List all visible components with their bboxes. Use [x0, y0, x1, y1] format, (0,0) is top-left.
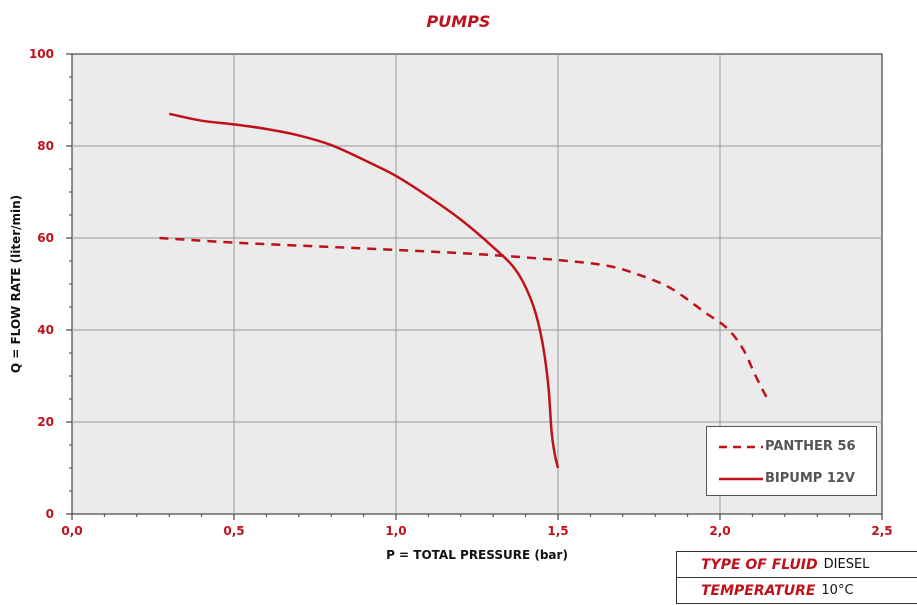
x-axis-label: P = TOTAL PRESSURE (bar): [386, 548, 568, 562]
info-key-temperature: TEMPERATURE: [701, 582, 816, 599]
y-tick-label: 60: [37, 231, 54, 245]
x-tick-label: 1,0: [385, 524, 406, 538]
x-tick-label: 0,5: [223, 524, 244, 538]
legend-item-bipump-12v: BIPUMP 12V: [707, 467, 876, 491]
legend-label-bipump-12v: BIPUMP 12V: [765, 471, 855, 486]
y-axis-label: Q = FLOW RATE (liter/min): [9, 194, 23, 374]
legend-dashed-line-icon: [719, 445, 763, 449]
ticks-layer: 0,0 0,5 1,0 1,5 2,0 2,5 0 20 40 60 80 100: [29, 47, 893, 538]
legend-label-panther-56: PANTHER 56: [765, 439, 856, 454]
y-tick-label: 100: [29, 47, 54, 61]
info-key-fluid: TYPE OF FLUID: [701, 556, 818, 573]
legend: PANTHER 56 BIPUMP 12V: [706, 426, 877, 496]
info-row-fluid: TYPE OF FLUID DIESEL: [677, 552, 917, 578]
y-tick-label: 0: [46, 507, 54, 521]
legend-item-panther-56: PANTHER 56: [707, 435, 876, 459]
series-line-bipump-12v: [168, 112, 560, 469]
x-tick-label: 1,5: [547, 524, 568, 538]
chart-title: PUMPS: [426, 12, 491, 31]
series-layer: [159, 112, 770, 469]
info-value-fluid: DIESEL: [823, 557, 870, 572]
y-tick-label: 80: [37, 139, 54, 153]
series-line-panther-56: [159, 236, 770, 402]
x-tick-label: 0,0: [61, 524, 82, 538]
y-tick-label: 20: [37, 415, 54, 429]
info-value-temperature: 10°C: [821, 583, 854, 598]
legend-solid-line-icon: [719, 477, 763, 481]
fluid-info-table: TYPE OF FLUID DIESEL TEMPERATURE 10°C: [676, 551, 917, 604]
info-row-temperature: TEMPERATURE 10°C: [677, 578, 917, 604]
x-tick-label: 2,5: [871, 524, 892, 538]
x-tick-label: 2,0: [709, 524, 730, 538]
y-tick-label: 40: [37, 323, 54, 337]
